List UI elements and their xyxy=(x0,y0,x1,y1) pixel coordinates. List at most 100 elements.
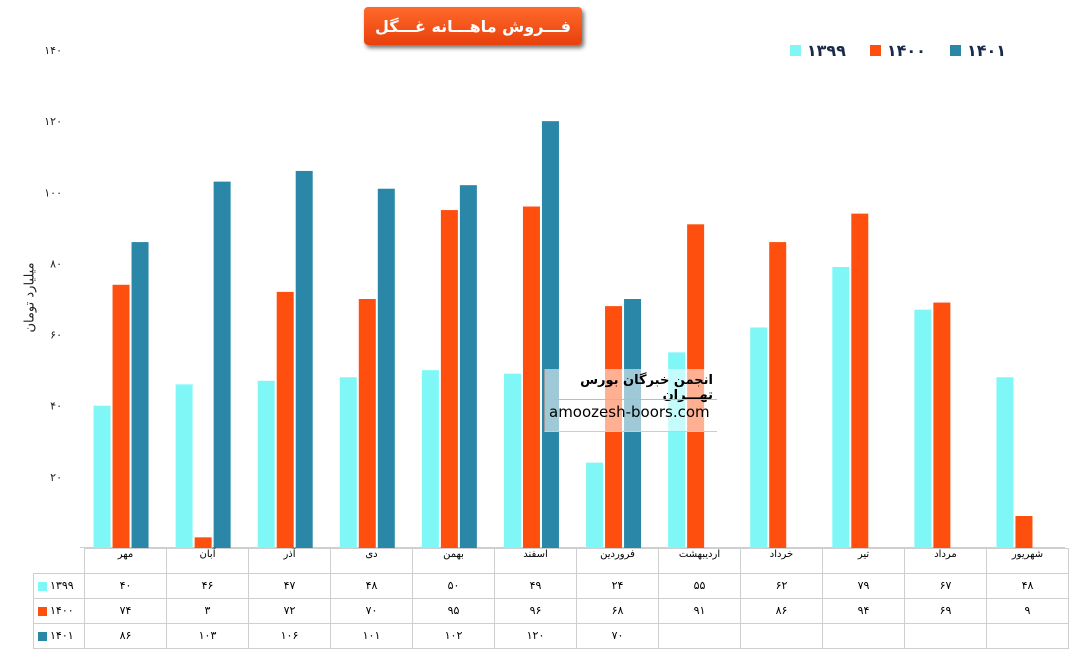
data-label: ۹ xyxy=(986,597,1069,624)
legend: ۱۳۹۹ ۱۴۰۰ ۱۴۰۱ xyxy=(789,41,1006,60)
bar-1-1 xyxy=(93,405,111,548)
legend-item: ۱۴۰۱ xyxy=(949,41,1006,60)
bar-3-4 xyxy=(377,188,395,548)
bar-1-6 xyxy=(503,373,521,548)
bar-1-10 xyxy=(832,266,850,548)
table-row: ۱۴۰۱ ۸۶ ۱۰۳ ۱۰۶ ۱۰۱ ۱۰۲ ۱۲۰ ۷۰ xyxy=(33,622,1069,649)
data-label xyxy=(986,622,1069,649)
bar-3-5 xyxy=(459,185,477,548)
x-tick-label: شهریور xyxy=(986,548,1069,574)
data-table: مهر آبان آذر دی بهمن اسفند فروردین اردیبهشت خردا… xyxy=(33,548,1069,649)
x-tick-label: خرداد xyxy=(740,548,823,574)
table-row-header: ۱۴۰۱ xyxy=(33,622,85,649)
y-tick-label: ۰ xyxy=(56,542,62,548)
data-label: ۵۵ xyxy=(658,572,741,599)
y-tick-label: ۴۰ xyxy=(50,400,62,413)
table-row-swatch xyxy=(38,631,47,641)
data-label: ۴۸ xyxy=(330,572,413,599)
data-label: ۷۲ xyxy=(248,597,331,624)
table-row-name: ۱۴۰۰ xyxy=(50,604,74,617)
data-label: ۷۴ xyxy=(84,597,167,624)
bar-2-2 xyxy=(194,537,212,548)
x-tick-label: فروردین xyxy=(576,548,659,574)
data-label: ۴۹ xyxy=(494,572,577,599)
table-row-swatch xyxy=(38,581,47,591)
watermark: انجمن خبرگان بورس تهـــران amoozesh-boor… xyxy=(544,369,717,432)
bar-1-2 xyxy=(175,384,193,548)
bar-3-2 xyxy=(213,181,231,548)
data-label: ۹۴ xyxy=(822,597,905,624)
table-row-name: ۱۳۹۹ xyxy=(50,579,74,592)
data-label: ۴۷ xyxy=(248,572,331,599)
table-row-header: ۱۴۰۰ xyxy=(33,597,85,624)
y-tick-label: ۶۰ xyxy=(50,329,62,342)
x-tick-label: دی xyxy=(330,548,413,574)
bar-1-5 xyxy=(421,370,439,548)
table-row: ۱۳۹۹ ۴۰ ۴۶ ۴۷ ۴۸ ۵۰ ۴۹ ۲۴ ۵۵ ۶۲ ۷۹ ۶۷ ۴۸ xyxy=(33,572,1069,599)
bar-1-11 xyxy=(914,309,932,548)
data-label: ۷۹ xyxy=(822,572,905,599)
legend-item: ۱۳۹۹ xyxy=(789,41,846,60)
legend-swatch xyxy=(789,45,801,56)
data-label: ۵۰ xyxy=(412,572,495,599)
data-label: ۹۱ xyxy=(658,597,741,624)
x-tick-label: اسفند xyxy=(494,548,577,574)
data-label: ۸۶ xyxy=(84,622,167,649)
x-tick-label: بهمن xyxy=(412,548,495,574)
data-label: ۶۹ xyxy=(904,597,987,624)
bar-2-10 xyxy=(851,213,869,548)
data-label: ۹۶ xyxy=(494,597,577,624)
legend-swatch xyxy=(949,45,961,56)
data-label: ۴۶ xyxy=(166,572,249,599)
data-label: ۱۰۱ xyxy=(330,622,413,649)
data-label: ۳ xyxy=(166,597,249,624)
chart-plot: ۰ ۲۰ ۴۰ ۶۰ ۸۰ ۱۰۰ ۱۲۰ ۱۴۰ xyxy=(44,44,1065,548)
legend-label: ۱۴۰۱ xyxy=(966,41,1006,60)
y-tick-label: ۱۲۰ xyxy=(44,115,62,128)
data-label: ۶۲ xyxy=(740,572,823,599)
table-row-name: ۱۴۰۱ xyxy=(50,629,74,642)
bar-2-11 xyxy=(933,302,951,548)
bar-2-1 xyxy=(112,284,130,548)
data-label: ۴۸ xyxy=(986,572,1069,599)
data-label: ۶۸ xyxy=(576,597,659,624)
x-tick-label: مهر xyxy=(84,548,167,574)
x-tick-label: آذر xyxy=(248,548,331,574)
bar-2-12 xyxy=(1015,515,1033,548)
bar-1-7 xyxy=(586,462,604,548)
data-label xyxy=(822,622,905,649)
data-label: ۱۲۰ xyxy=(494,622,577,649)
bar-1-9 xyxy=(750,327,768,548)
legend-label: ۱۴۰۰ xyxy=(886,41,926,60)
legend-item: ۱۴۰۰ xyxy=(869,41,926,60)
x-tick-label: اردیبهشت xyxy=(658,548,741,574)
y-tick-label: ۲۰ xyxy=(50,471,62,484)
data-label: ۱۰۶ xyxy=(248,622,331,649)
bar-2-6 xyxy=(522,206,540,548)
data-label: ۷۰ xyxy=(576,622,659,649)
data-label xyxy=(904,622,987,649)
bar-1-12 xyxy=(996,377,1014,548)
bar-3-6 xyxy=(541,121,559,548)
x-tick-label: مرداد xyxy=(904,548,987,574)
table-row-header: ۱۳۹۹ xyxy=(33,572,85,599)
bar-2-5 xyxy=(440,210,458,548)
bar-1-3 xyxy=(257,380,275,548)
data-label: ۷۰ xyxy=(330,597,413,624)
y-tick-label: ۱۰۰ xyxy=(44,186,62,199)
y-tick-label: ۸۰ xyxy=(50,257,62,270)
bar-2-4 xyxy=(358,299,376,548)
table-row: ۱۴۰۰ ۷۴ ۳ ۷۲ ۷۰ ۹۵ ۹۶ ۶۸ ۹۱ ۸۶ ۹۴ ۶۹ ۹ xyxy=(33,597,1069,624)
chart-title: فـــروش ماهـــانه غـــگل xyxy=(364,7,582,45)
legend-swatch xyxy=(869,45,881,56)
bar-2-3 xyxy=(276,291,294,548)
data-label: ۶۷ xyxy=(904,572,987,599)
data-label xyxy=(740,622,823,649)
data-label: ۴۰ xyxy=(84,572,167,599)
bar-3-1 xyxy=(131,242,149,548)
table-corner xyxy=(34,549,85,574)
watermark-divider xyxy=(549,399,717,400)
bar-2-9 xyxy=(769,242,787,548)
x-tick-label: آبان xyxy=(166,548,249,574)
data-label xyxy=(658,622,741,649)
